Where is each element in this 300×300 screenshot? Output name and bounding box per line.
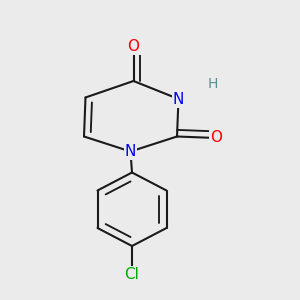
Text: N: N [125,144,136,159]
Text: O: O [210,130,222,146]
Text: O: O [128,39,140,54]
Text: H: H [208,77,218,91]
Text: Cl: Cl [124,267,140,282]
Text: N: N [173,92,184,106]
